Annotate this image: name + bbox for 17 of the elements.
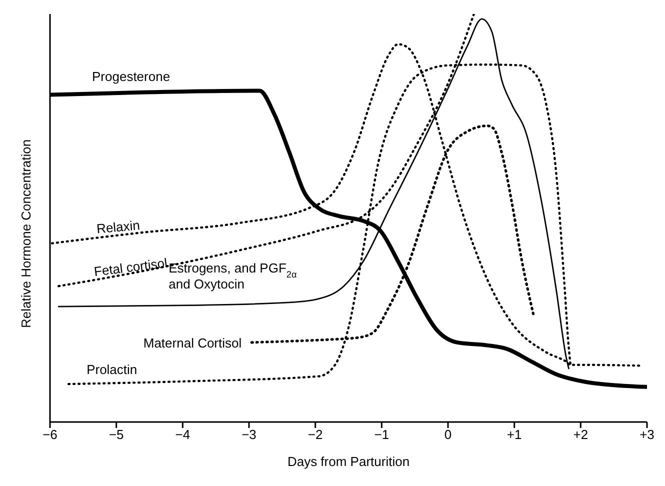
text: Estrogens, and PGF$_{2α}$ and Oxytocin bbox=[168, 260, 297, 292]
series-label: Relaxin bbox=[96, 218, 140, 236]
x-tick-label: +3 bbox=[640, 427, 654, 442]
x-tick-label: −4 bbox=[175, 427, 190, 442]
series-label: Prolactin bbox=[86, 362, 138, 378]
x-tick-label: 0 bbox=[444, 427, 452, 442]
x-tick-label: −1 bbox=[374, 427, 390, 442]
x-tick-label: −2 bbox=[308, 427, 323, 442]
x-tick-label: −3 bbox=[242, 427, 256, 442]
series-label: Progesterone bbox=[92, 68, 170, 84]
x-tick-label: −6 bbox=[42, 427, 58, 442]
x-tick-label: +1 bbox=[506, 427, 522, 442]
x-tick-label: −5 bbox=[108, 427, 124, 442]
y-axis-title: Relative Hormone Concentration bbox=[18, 139, 34, 328]
x-tick-label: +2 bbox=[573, 427, 588, 442]
series-label: Maternal Cortisol bbox=[143, 335, 242, 350]
x-axis-title: Days from Parturition bbox=[287, 454, 410, 469]
